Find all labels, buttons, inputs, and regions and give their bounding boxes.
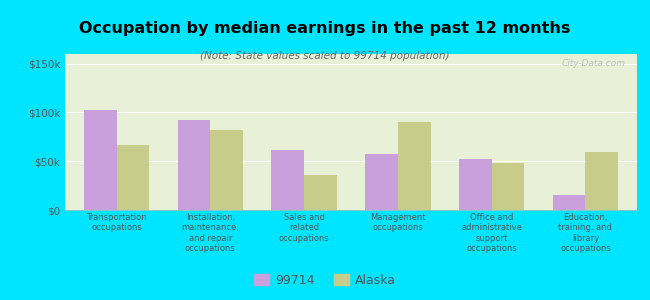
Bar (459, 159, 491, 210)
Bar (586, 152, 618, 210)
Bar (304, 175, 337, 210)
Bar (116, 145, 150, 210)
Text: Occupation by median earnings in the past 12 months: Occupation by median earnings in the pas… (79, 21, 571, 36)
Bar (365, 154, 398, 210)
Legend: 99714, Alaska: 99714, Alaska (250, 270, 400, 291)
Bar (177, 120, 211, 210)
Bar (491, 163, 525, 210)
Text: City-Data.com: City-Data.com (562, 59, 625, 68)
Bar (398, 122, 431, 210)
Bar (211, 130, 243, 210)
Bar (271, 149, 304, 210)
Text: (Note: State values scaled to 99714 population): (Note: State values scaled to 99714 popu… (200, 51, 450, 61)
Bar (84, 110, 116, 210)
Bar (552, 195, 586, 210)
